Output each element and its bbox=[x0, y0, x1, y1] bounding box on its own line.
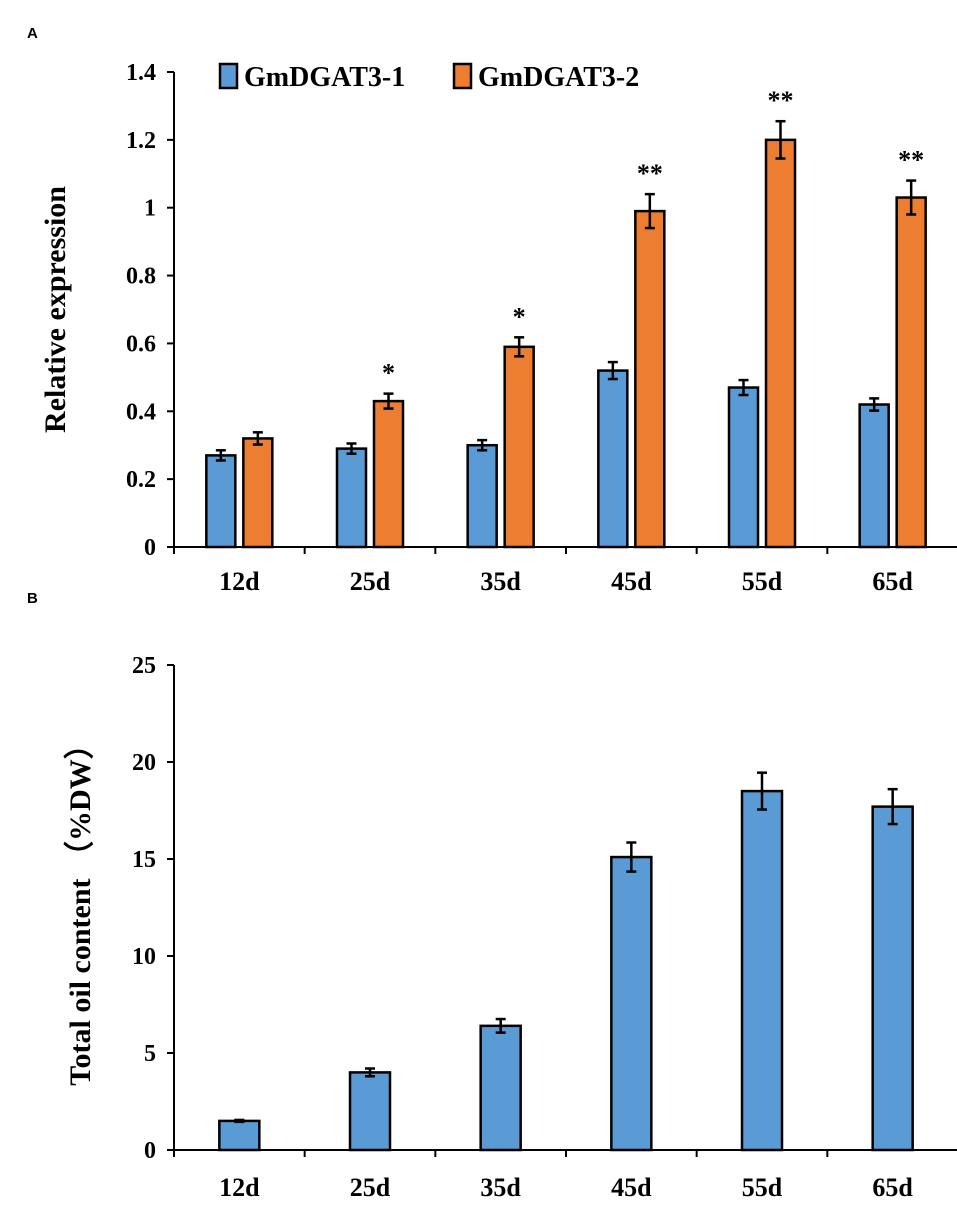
x-tick-label-25d: 25d bbox=[350, 567, 391, 596]
panel-a-chart: 0 0.2 0.4 0.6 0.8 1 1.2 1.4 12d 25d 35d 45d 55d 65d Re… bbox=[39, 60, 957, 596]
significance-mark: ** bbox=[898, 146, 924, 175]
bar-gmdgat3-1-25d bbox=[335, 447, 368, 549]
y-tick-label: 0.6 bbox=[126, 331, 156, 357]
y-tick-label: 1.4 bbox=[126, 60, 156, 86]
error-bar bbox=[477, 438, 488, 452]
x-tick-label-35d: 35d bbox=[480, 567, 521, 596]
y-tick-label: 20 bbox=[132, 750, 156, 776]
x-tick-label-12d: 12d bbox=[219, 1173, 260, 1202]
error-bar bbox=[346, 442, 357, 455]
error-bar bbox=[234, 1118, 245, 1124]
bar-gmdgat3-2-25d bbox=[372, 399, 405, 549]
bar-gmdgat3-1-35d bbox=[466, 443, 498, 549]
bar-total-oil-content-35d bbox=[479, 1024, 522, 1152]
y-tick-label: 25 bbox=[132, 653, 156, 679]
legend-item-gmdgat3-1: GmDGAT3-1 bbox=[218, 62, 405, 93]
error-bar bbox=[906, 179, 917, 216]
bar-gmdgat3-1-55d bbox=[727, 386, 760, 549]
bar-gmdgat3-2-55d bbox=[764, 138, 797, 549]
x-tick-label-65d: 65d bbox=[872, 567, 913, 596]
panel-b-chart: 0 5 10 15 20 25 12d 25d 35d 45d 55d 65d Total oil co… bbox=[63, 653, 957, 1202]
y-tick-label: 1.2 bbox=[126, 128, 156, 154]
panel-label-b: B bbox=[27, 590, 38, 607]
error-bar bbox=[887, 787, 898, 826]
legend-label: GmDGAT3-2 bbox=[478, 62, 639, 93]
error-bar bbox=[607, 360, 618, 381]
error-bar bbox=[215, 449, 226, 462]
significance-mark: ** bbox=[768, 86, 794, 115]
error-bar bbox=[757, 771, 767, 811]
error-bar bbox=[365, 1067, 375, 1078]
legend-swatch bbox=[452, 62, 473, 90]
x-tick-label-65d: 65d bbox=[872, 1173, 913, 1202]
y-tick-label: 0 bbox=[144, 1138, 156, 1164]
bar-gmdgat3-1-65d bbox=[858, 403, 890, 549]
x-tick-label-25d: 25d bbox=[350, 1173, 391, 1202]
bar-gmdgat3-2-35d bbox=[503, 345, 535, 549]
error-bar bbox=[514, 336, 525, 358]
y-tick-label: 0.4 bbox=[126, 399, 156, 425]
error-bar bbox=[869, 397, 880, 412]
x-tick-label-55d: 55d bbox=[742, 1173, 783, 1202]
bar-gmdgat3-2-65d bbox=[895, 196, 927, 549]
legend-item-gmdgat3-2: GmDGAT3-2 bbox=[452, 62, 639, 93]
y-tick-label: 0 bbox=[144, 535, 156, 561]
error-bar bbox=[644, 192, 655, 230]
bar-gmdgat3-1-12d bbox=[205, 454, 237, 549]
error-bar bbox=[775, 119, 786, 160]
bar-gmdgat3-2-12d bbox=[242, 437, 274, 549]
x-tick-label-35d: 35d bbox=[480, 1173, 521, 1202]
y-axis-title: Relative expression bbox=[39, 186, 72, 433]
x-tick-label-45d: 45d bbox=[611, 1173, 652, 1202]
x-tick-label-55d: 55d bbox=[742, 567, 783, 596]
legend-swatch bbox=[218, 62, 239, 90]
bar-total-oil-content-55d bbox=[740, 789, 784, 1152]
bar-total-oil-content-45d bbox=[610, 855, 653, 1152]
error-bar bbox=[626, 841, 637, 873]
panel-label-a: A bbox=[27, 25, 38, 42]
error-bar bbox=[252, 431, 263, 446]
bar-total-oil-content-65d bbox=[871, 805, 914, 1152]
y-tick-label: 15 bbox=[132, 847, 156, 873]
bar-gmdgat3-2-45d bbox=[634, 209, 666, 549]
x-tick-label-45d: 45d bbox=[611, 567, 652, 596]
y-tick-label: 0.8 bbox=[126, 264, 156, 290]
error-bar bbox=[495, 1017, 506, 1034]
significance-mark: ** bbox=[637, 159, 663, 188]
significance-mark: * bbox=[513, 302, 526, 331]
legend: GmDGAT3-1 GmDGAT3-2 bbox=[218, 62, 639, 93]
bar-total-oil-content-25d bbox=[348, 1071, 392, 1152]
y-axis-title: Total oil content （%DW） bbox=[63, 729, 97, 1085]
error-bar bbox=[383, 392, 394, 410]
y-tick-label: 10 bbox=[132, 944, 156, 970]
y-tick-label: 1 bbox=[144, 196, 156, 222]
x-tick-label-12d: 12d bbox=[219, 567, 260, 596]
y-tick-label: 0.2 bbox=[126, 467, 156, 493]
legend-label: GmDGAT3-1 bbox=[244, 62, 405, 93]
bar-gmdgat3-1-45d bbox=[597, 369, 629, 549]
y-tick-label: 5 bbox=[144, 1041, 156, 1067]
error-bar bbox=[738, 378, 749, 397]
significance-mark: * bbox=[382, 359, 395, 388]
bar-total-oil-content-12d bbox=[218, 1119, 261, 1152]
